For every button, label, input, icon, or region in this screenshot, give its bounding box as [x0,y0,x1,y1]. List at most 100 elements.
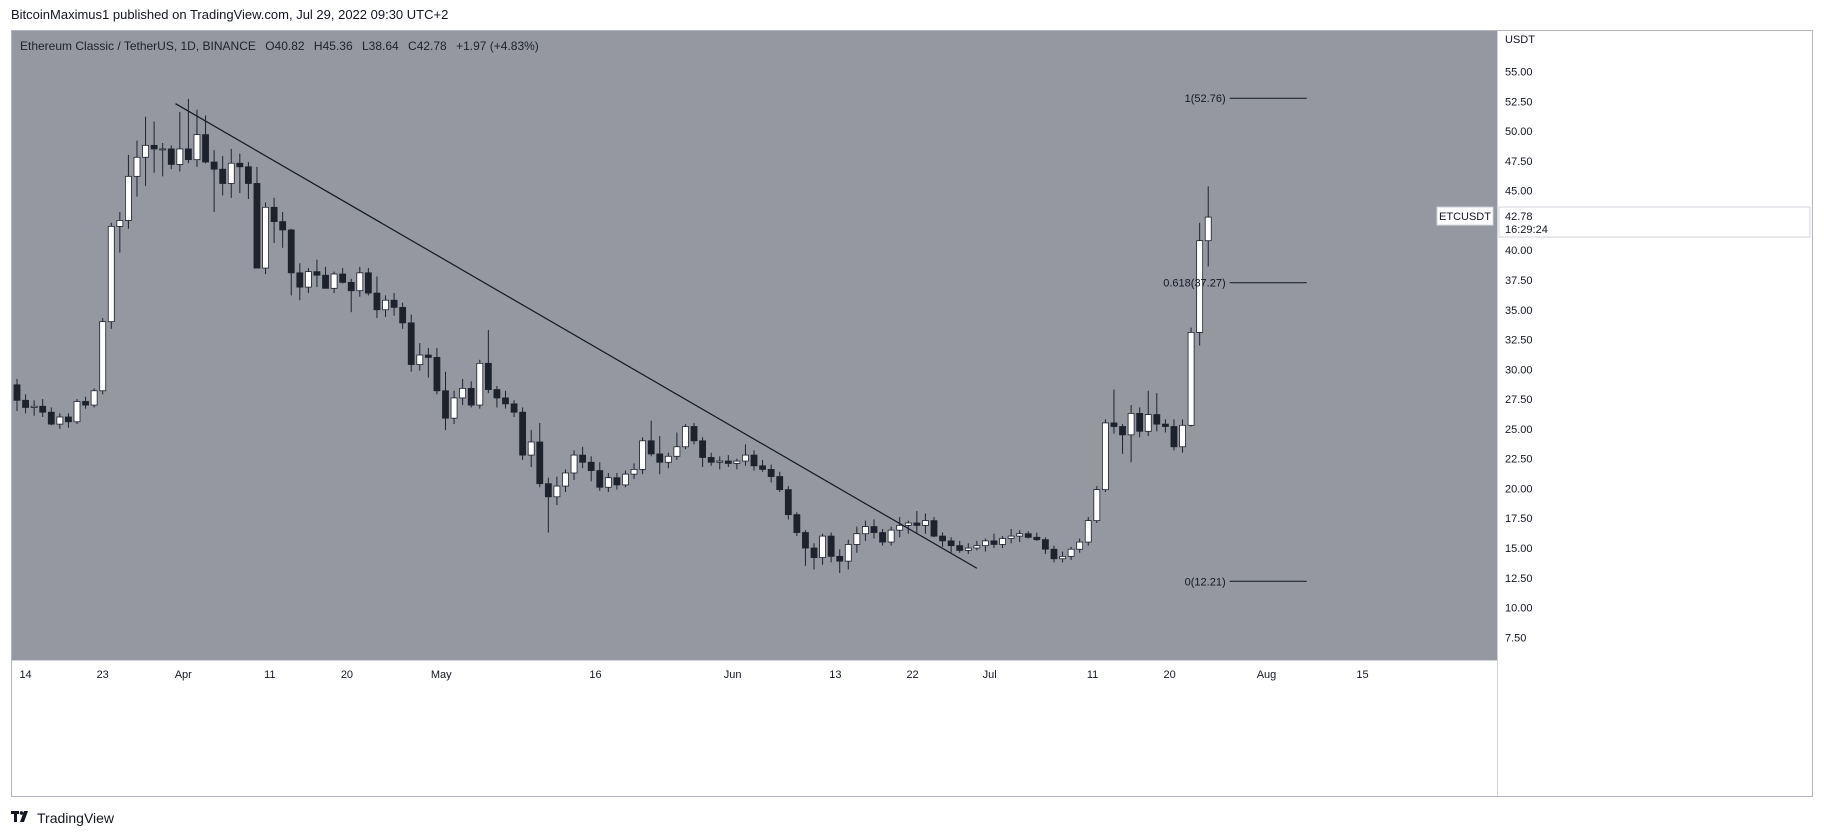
candle-bear [202,134,209,163]
candle-bull [1076,541,1084,550]
legend-open: 40.82 [274,39,305,53]
price-axis-currency: USDT [1505,34,1535,46]
candle-bear [784,489,792,516]
time-tick-label: Jul [983,669,997,681]
chart-container[interactable]: USDT 7.50 10.00 12.50 15.00 17.50 20.00 22.50 25… [11,30,1813,797]
candle-bear [47,411,55,425]
time-tick-label: 14 [19,669,31,681]
tradingview-logo-icon [11,810,31,826]
candle-bear [536,441,544,485]
candle-bear [364,272,372,294]
price-tick-label: 12.50 [1505,573,1533,585]
price-tick-label: 35.00 [1505,305,1533,317]
price-tick-label: 15.00 [1505,543,1533,555]
symbol-legend: Ethereum Classic / TetherUS, 1D, BINANCE… [20,39,539,53]
time-tick-label: 11 [264,669,275,681]
trendline[interactable] [175,103,978,569]
candle-bull [450,397,458,419]
candle-bear [270,206,278,223]
candle-bull [742,454,749,462]
price-tick-label: 50.00 [1505,126,1533,138]
candle-bull [90,390,98,406]
candle-bull [1093,489,1101,522]
candle-bull [1179,424,1186,448]
legend-high-key: H [313,39,323,53]
candle-bear [587,461,595,471]
candle-bear [1136,413,1144,432]
candle-bear [287,229,295,274]
price-tick-label: 30.00 [1505,364,1533,376]
candle-bear [347,281,355,292]
price-chart[interactable]: USDT 7.50 10.00 12.50 15.00 17.50 20.00 22.50 25… [12,31,1812,796]
time-tick-label: May [431,669,452,681]
candle-bull [819,535,826,558]
candle-bull [570,454,578,474]
candle-bull [887,529,895,543]
candle-bear [407,322,415,365]
price-tick-label: 17.50 [1505,513,1533,525]
footer-brand: TradingView [37,810,115,826]
candle-bear [613,477,621,486]
candle-bear [339,273,347,283]
candle-bear [939,535,946,542]
candle-bull [73,401,81,423]
candle-bull [30,405,38,408]
price-tick-label: 25.00 [1505,424,1533,436]
candle-bull [904,522,912,526]
candle-bull [125,175,132,221]
candle-bear [493,389,501,399]
candle-bear [150,144,158,150]
price-tick-label: 37.50 [1505,275,1533,287]
candle-bull [844,544,852,562]
candle-bear [1110,422,1118,427]
plot-area[interactable] [12,31,1497,660]
candle-bear [279,221,287,231]
candle-bull [227,162,235,184]
candle-bull [107,225,115,323]
candle-bear [373,292,381,311]
price-tick-label: 22.50 [1505,454,1533,466]
candle-bull [1016,533,1024,537]
candle-bull [716,460,724,463]
candle-bull [193,134,201,161]
candle-bear [313,271,321,276]
legend-low: 38.64 [368,39,399,53]
candle-bull [1101,422,1109,491]
candle-bull [476,362,484,406]
candle-bull [304,271,312,288]
candle-bear [647,440,655,455]
candle-bull [1127,413,1135,436]
candle-bear [399,306,407,324]
candle-bear [22,399,29,408]
candle-bear [1050,548,1058,560]
countdown-label: 16:29:24 [1505,224,1548,236]
candle-bear [1033,536,1041,541]
price-axis[interactable] [1497,31,1812,796]
ticker-tag [1436,206,1494,226]
candle-bear [1042,539,1049,550]
candle-bear [1161,423,1169,427]
price-tick-label: 52.50 [1505,96,1533,108]
last-price-tag [1498,206,1811,238]
time-tick-label: 20 [1164,669,1176,681]
candle-bull [1084,520,1092,543]
candle-bull [262,206,269,269]
candle-bull [896,524,904,531]
price-tick-label: 40.00 [1505,245,1533,257]
price-tick-label: 45.00 [1505,186,1533,198]
candle-bear [699,440,706,458]
publisher-line: BitcoinMaximus1 published on TradingView… [11,7,449,22]
price-tick-label: 7.50 [1505,632,1526,644]
legend-high: 45.36 [322,39,353,53]
candle-bear [1153,414,1161,425]
candle-bull [1144,414,1152,432]
time-axis[interactable] [12,660,1497,796]
time-tick-label: 23 [97,669,109,681]
candle-bear [390,299,398,308]
candle-bull [733,460,741,464]
candle-bear [39,405,47,413]
candle-bear [502,397,509,405]
candle-bear [510,403,518,413]
legend-open-key: O [265,39,275,53]
candle-bear [184,148,192,161]
